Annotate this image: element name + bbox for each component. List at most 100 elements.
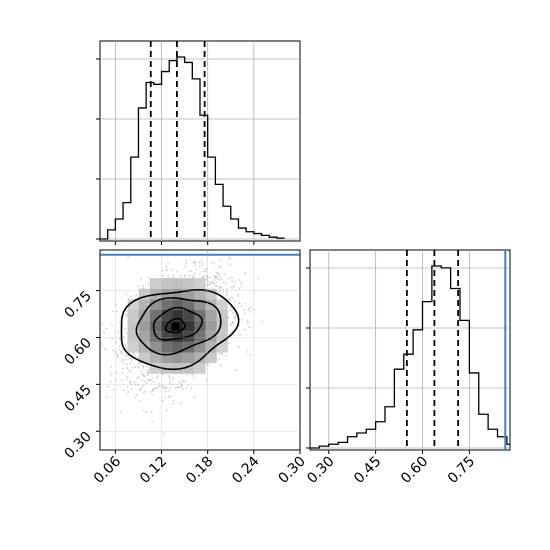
scatter-point: [185, 259, 188, 262]
contour-line: [164, 317, 186, 334]
scatter-point: [257, 277, 260, 280]
scatter-point: [239, 333, 242, 336]
scatter-point: [205, 378, 208, 381]
scatter-point: [137, 376, 140, 378]
scatter-point: [225, 294, 228, 297]
density-cell: [172, 278, 184, 289]
scatter-point: [214, 284, 217, 287]
scatter-point: [169, 387, 171, 390]
density-cell: [149, 310, 161, 321]
scatter-point: [218, 357, 221, 360]
scatter-point: [201, 276, 204, 279]
scatter-point: [124, 343, 127, 346]
density-cell: [183, 278, 195, 289]
scatter-point: [195, 268, 198, 271]
scatter-point: [180, 274, 182, 277]
scatter-point: [147, 277, 150, 280]
scatter-point: [142, 367, 145, 370]
density-cell: [205, 288, 217, 300]
scatter-point: [118, 345, 121, 348]
density-cell: [160, 352, 173, 364]
scatter-point: [133, 381, 136, 384]
density-cell: [216, 341, 228, 353]
scatter-point: [204, 270, 207, 273]
density-cell: [138, 341, 150, 353]
scatter-point: [142, 409, 145, 412]
density-cell: [160, 331, 173, 342]
density-cell: [127, 299, 139, 310]
scatter-point: [128, 369, 131, 372]
scatter-point: [219, 364, 222, 367]
scatter-point: [162, 432, 165, 435]
scatter-point: [161, 373, 164, 376]
scatter-point: [145, 382, 148, 384]
density-cell: [194, 310, 206, 321]
scatter-point: [131, 366, 134, 369]
scatter-point: [172, 273, 175, 276]
scatter-point: [190, 387, 193, 390]
scatter-point: [135, 394, 138, 397]
scatter-point: [129, 295, 132, 298]
scatter-point: [161, 385, 164, 387]
scatter-point: [216, 271, 219, 274]
scatter-point: [227, 317, 230, 319]
y-tick-label: 0.30: [61, 429, 94, 462]
scatter-point: [101, 344, 104, 347]
density-cell: [183, 288, 195, 300]
scatter-point: [249, 354, 252, 357]
x-tick-label: 0.06: [91, 453, 124, 486]
scatter-point: [156, 375, 159, 377]
scatter-point: [151, 420, 154, 423]
scatter-point: [129, 381, 131, 383]
scatter-point: [162, 274, 165, 277]
density-cell: [216, 299, 228, 310]
contour-line: [135, 297, 222, 356]
scatter-point: [148, 379, 151, 382]
scatter-point: [127, 391, 129, 394]
scatter-point: [198, 273, 201, 275]
density-cell: [183, 352, 195, 364]
scatter-point: [181, 388, 184, 390]
density-cell: [160, 310, 173, 321]
marginal-y-grid: [310, 250, 510, 450]
scatter-point: [217, 278, 220, 281]
scatter-point: [140, 370, 143, 372]
scatter-point: [218, 285, 221, 288]
scatter-point: [110, 380, 112, 383]
scatter-point: [230, 306, 233, 309]
scatter-point: [193, 272, 196, 274]
scatter-point: [231, 277, 233, 279]
density-cell: [127, 310, 139, 321]
scatter-point: [143, 390, 146, 393]
scatter-point: [202, 270, 205, 273]
density-cell: [194, 288, 206, 300]
scatter-point: [250, 306, 252, 309]
scatter-point: [192, 274, 195, 277]
scatter-point: [240, 285, 243, 287]
scatter-point: [244, 302, 247, 305]
scatter-point: [226, 291, 229, 294]
scatter-point: [158, 385, 160, 388]
scatter-point: [214, 276, 216, 279]
scatter-point: [121, 359, 124, 361]
scatter-point: [233, 317, 235, 320]
scatter-point: [205, 274, 207, 277]
density-cell: [172, 352, 184, 364]
x-tick-label: 0.45: [351, 454, 384, 487]
scatter-point: [164, 396, 167, 399]
scatter-point: [217, 353, 220, 356]
scatter-point: [135, 294, 137, 297]
scatter-point: [240, 282, 242, 284]
scatter-point: [211, 261, 214, 264]
scatter-point: [229, 298, 232, 301]
scatter-point: [134, 396, 137, 399]
scatter-point: [156, 387, 159, 390]
scatter-point: [124, 354, 127, 357]
density-cell: [149, 278, 161, 289]
scatter-point: [236, 293, 239, 296]
scatter-point: [244, 272, 246, 274]
scatter-point: [149, 391, 152, 393]
density-cell: [194, 363, 206, 374]
scatter-point: [120, 379, 123, 382]
